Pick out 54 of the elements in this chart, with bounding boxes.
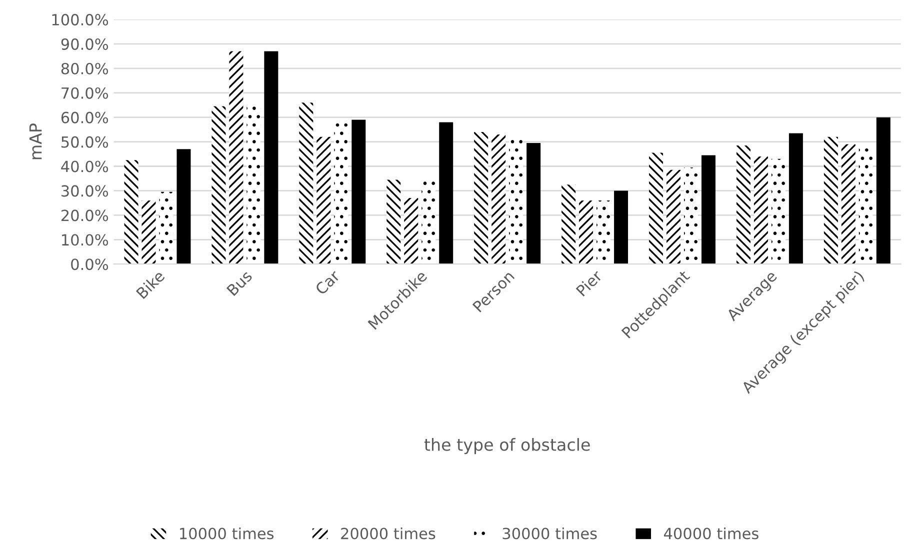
x-tick-label: Car bbox=[314, 269, 341, 296]
bar bbox=[649, 152, 664, 264]
y-tick-label: 30.0% bbox=[62, 185, 108, 197]
bar bbox=[614, 190, 628, 264]
bar bbox=[124, 160, 138, 264]
bar bbox=[316, 136, 331, 264]
bar bbox=[229, 51, 244, 264]
legend-label: 30000 times bbox=[502, 527, 597, 540]
bar bbox=[352, 120, 366, 264]
bar bbox=[824, 136, 838, 264]
y-tick-label: 20.0% bbox=[61, 210, 108, 222]
bar bbox=[562, 184, 576, 264]
bar bbox=[509, 139, 524, 264]
y-tick-label: 40.0% bbox=[61, 160, 108, 172]
bar bbox=[666, 170, 680, 264]
bar bbox=[754, 156, 768, 264]
bar bbox=[596, 200, 611, 264]
legend-label: 20000 times bbox=[341, 527, 436, 540]
x-tick-label: Bus bbox=[226, 270, 253, 296]
bar bbox=[736, 145, 750, 264]
y-tick-label: 0.0% bbox=[71, 258, 108, 270]
y-tick-label: 100.0% bbox=[52, 14, 108, 26]
bar bbox=[788, 133, 803, 264]
bar bbox=[404, 198, 418, 264]
bar bbox=[526, 143, 541, 264]
y-tick-label: 50.0% bbox=[62, 136, 108, 148]
bar bbox=[858, 146, 873, 264]
bar bbox=[701, 155, 716, 264]
x-tick-label: Pier bbox=[575, 268, 604, 297]
bar bbox=[159, 192, 174, 264]
bar bbox=[492, 134, 506, 264]
bar bbox=[386, 180, 401, 264]
bar bbox=[579, 200, 594, 264]
x-axis-title: the type of obstacle bbox=[424, 438, 590, 454]
y-tick-label: 10.0% bbox=[62, 234, 108, 246]
bar bbox=[439, 122, 454, 264]
bar bbox=[771, 158, 786, 264]
bar bbox=[876, 117, 890, 264]
bar bbox=[474, 132, 488, 264]
legend-label: 40000 times bbox=[664, 527, 758, 540]
bar bbox=[176, 149, 191, 264]
y-tick-label: 80.0% bbox=[61, 62, 108, 74]
bar bbox=[212, 106, 226, 264]
legend-label: 10000 times bbox=[180, 527, 274, 540]
bar bbox=[299, 102, 314, 264]
bar bbox=[684, 167, 698, 264]
bar bbox=[841, 144, 856, 264]
y-tick-label: 60.0% bbox=[61, 112, 108, 124]
y-tick-label: 70.0% bbox=[62, 87, 108, 99]
bar bbox=[264, 51, 278, 264]
y-axis-title: mAP bbox=[29, 124, 42, 160]
bar bbox=[422, 180, 436, 264]
bar bbox=[142, 200, 156, 264]
y-tick-label: 90.0% bbox=[61, 38, 108, 50]
